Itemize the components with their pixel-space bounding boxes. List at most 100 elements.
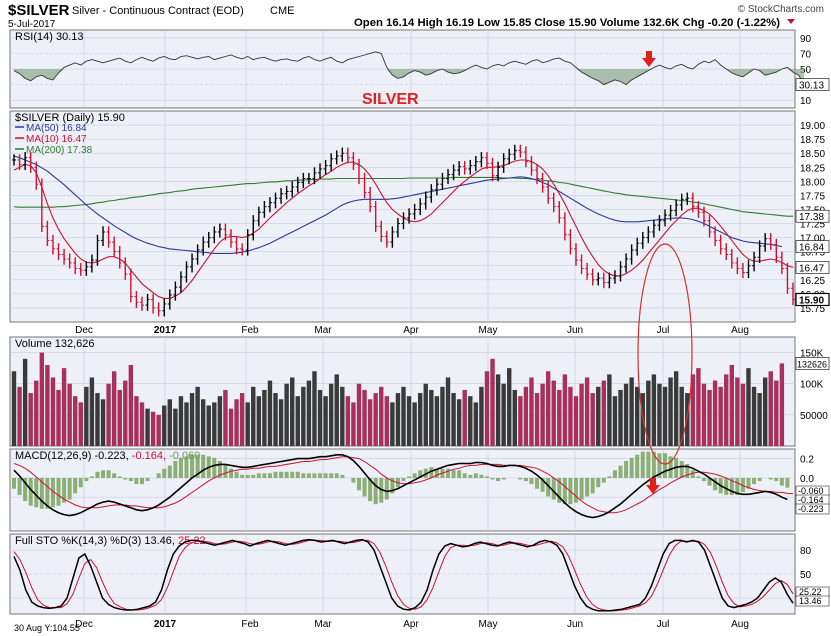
volume-bar <box>284 383 289 446</box>
macd-histogram-bar <box>740 477 745 492</box>
ohlc-bar <box>128 268 133 303</box>
volume-bar <box>340 386 345 446</box>
ohlc-bar <box>496 161 501 182</box>
volume-bar <box>445 377 451 446</box>
ohlc-bar <box>763 233 768 252</box>
volume-bar <box>22 358 28 446</box>
macd-histogram-bar <box>318 473 323 478</box>
ohlc-bar <box>679 193 684 211</box>
volume-bar <box>184 402 189 446</box>
price-tag-label: 15.90 <box>799 295 824 306</box>
price-tick-label: 17.75 <box>800 191 825 202</box>
volume-bar <box>740 383 746 446</box>
sto-tick-label: 50 <box>800 570 812 581</box>
macd-histogram-bar <box>256 473 261 478</box>
volume-bar <box>507 368 512 446</box>
volume-bar <box>117 389 122 446</box>
ohlc-bar <box>284 185 289 200</box>
volume-bar <box>278 399 284 446</box>
volume-bar <box>584 377 590 446</box>
ohlc-bar <box>390 226 395 248</box>
volume-bar <box>67 383 72 446</box>
macd-histogram-bar <box>95 471 100 478</box>
volume-bar <box>451 393 456 446</box>
ohlc-bar <box>384 230 389 248</box>
volume-bar <box>512 389 517 446</box>
ohlc-bar <box>757 240 762 263</box>
volume-bar <box>629 377 634 446</box>
macd-histogram-bar <box>112 473 117 478</box>
price-tick-label: 17.25 <box>800 220 825 231</box>
ohlc-bar <box>134 291 139 308</box>
ohlc-bar <box>779 251 784 275</box>
ohlc-bar <box>39 178 44 232</box>
volume-bar <box>312 371 317 446</box>
sto-title-part: 13.46, <box>141 535 175 547</box>
macd-histogram-bar <box>62 477 67 503</box>
volume-bar <box>167 399 172 446</box>
ohlc-bar <box>651 219 656 238</box>
price-tick-label: 18.50 <box>800 149 825 160</box>
volume-bar <box>84 386 89 446</box>
ohlc-bar <box>178 271 183 293</box>
silver-annotation: SILVER <box>362 91 419 108</box>
volume-bar <box>712 380 718 446</box>
ohlc-bar <box>585 262 590 280</box>
macd-histogram-bar <box>117 476 122 478</box>
volume-bar <box>729 365 734 446</box>
volume-bar <box>651 374 657 446</box>
macd-histogram-bar <box>23 477 28 502</box>
macd-histogram-bar <box>156 473 161 478</box>
macd-histogram-bar <box>679 460 684 478</box>
macd-histogram-bar <box>134 477 139 485</box>
macd-tick-label: 0.2 <box>800 455 814 466</box>
macd-histogram-bar <box>56 477 61 506</box>
macd-histogram-bar <box>651 451 656 478</box>
ohlc-bar <box>646 226 651 244</box>
volume-bar <box>239 393 245 446</box>
ohlc-bar <box>362 172 367 199</box>
macd-histogram-bar <box>663 453 668 478</box>
macd-histogram-bar <box>484 476 489 478</box>
volume-tick-label: 50000 <box>800 411 828 422</box>
x-tick-label-bottom: Apr <box>403 619 419 630</box>
volume-bar <box>17 386 22 446</box>
macd-histogram-bar <box>446 468 451 478</box>
volume-bar <box>406 396 412 446</box>
volume-bar <box>234 399 239 446</box>
volume-bar <box>557 389 562 446</box>
ohlc-bar <box>423 191 428 210</box>
volume-bar <box>473 402 479 446</box>
macd-histogram-bar <box>67 477 72 500</box>
macd-histogram-bar <box>390 477 395 494</box>
macd-histogram-bar <box>412 473 417 478</box>
volume-bar <box>779 363 785 446</box>
volume-bar <box>162 405 167 446</box>
macd-histogram-bar <box>546 477 551 497</box>
macd-histogram-bar <box>551 477 556 500</box>
ohlc-bar <box>612 270 617 284</box>
ohlc-bar <box>340 147 345 162</box>
volume-title: Volume 132,626 <box>15 338 95 350</box>
volume-bar <box>434 396 440 446</box>
ohlc-bar <box>112 236 117 258</box>
ohlc-bar <box>740 262 745 279</box>
sto-d-line <box>13 539 794 612</box>
macd-histogram-bar <box>323 473 328 478</box>
volume-bar <box>139 402 145 446</box>
macd-histogram-bar <box>729 477 734 495</box>
ohlc-bar <box>457 161 462 176</box>
macd-histogram-bar <box>145 477 150 482</box>
ohlc-bar <box>251 215 256 241</box>
macd-histogram-bar <box>746 477 751 489</box>
volume-bar <box>690 374 696 446</box>
macd-histogram-bar <box>201 454 206 478</box>
volume-bar <box>390 402 395 446</box>
macd-histogram-bar <box>123 477 128 480</box>
price-tick-label: 15.75 <box>800 304 825 315</box>
macd-histogram-bar <box>451 470 456 478</box>
volume-bar <box>328 383 334 446</box>
macd-histogram-bar <box>496 477 501 482</box>
ohlc-bar <box>640 231 645 249</box>
macd-histogram-bar <box>351 477 356 483</box>
